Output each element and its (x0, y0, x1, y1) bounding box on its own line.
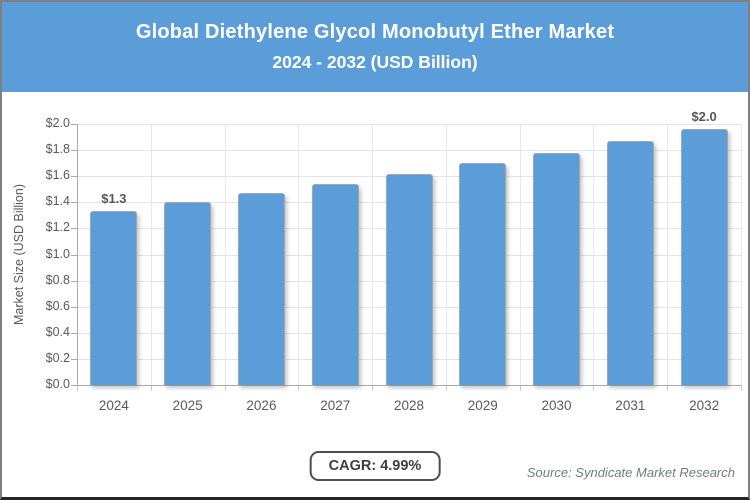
gridline-vertical (445, 124, 447, 385)
x-axis-tick (445, 385, 447, 391)
x-axis-tick (593, 385, 595, 391)
gridline-vertical (667, 124, 669, 385)
y-axis-tick-label: $0.2 (45, 350, 70, 365)
chart-title-line2: 2024 - 2032 (USD Billion) (272, 52, 478, 72)
bar-2028 (385, 173, 433, 385)
y-axis-tick (71, 306, 77, 308)
gridline-vertical (224, 124, 226, 385)
x-axis-label: 2026 (246, 398, 277, 413)
x-axis-label: 2032 (689, 398, 720, 413)
gridline-horizontal (77, 150, 741, 152)
y-axis-tick-label: $0.0 (45, 377, 70, 391)
bar-2027 (311, 184, 359, 385)
x-axis-tick (224, 385, 226, 391)
x-axis-label: 2025 (172, 398, 203, 413)
bar-2030 (533, 152, 581, 385)
y-axis-tick (71, 150, 77, 152)
gridline-vertical (593, 124, 595, 385)
gridline-vertical (519, 124, 521, 385)
x-axis-label: 2031 (615, 398, 646, 413)
y-axis-tick-label: $1.8 (45, 142, 70, 157)
y-axis-tick (71, 124, 77, 125)
gridline-horizontal (77, 124, 741, 125)
bar-value-label: $2.0 (691, 109, 717, 125)
y-axis-tick-label: $1.4 (45, 194, 70, 209)
y-axis-tick (71, 358, 77, 360)
y-axis-tick (71, 228, 77, 230)
bar-2024 (90, 211, 138, 385)
y-axis-tick (71, 385, 77, 386)
source-attribution: Source: Syndicate Market Research (526, 465, 735, 480)
gridline-vertical (741, 124, 742, 385)
y-axis-tick-label: $0.6 (45, 298, 70, 313)
y-axis-line (77, 124, 78, 385)
bar-value-label: $1.3 (101, 191, 127, 207)
x-axis-label: 2027 (320, 398, 351, 413)
y-axis-tick (71, 280, 77, 282)
x-axis-tick (519, 385, 521, 391)
x-axis-label: 2030 (541, 398, 572, 413)
gridline-vertical (372, 124, 374, 385)
x-axis-tick (298, 385, 300, 391)
chart-header: Global Diethylene Glycol Monobutyl Ether… (2, 2, 748, 92)
x-axis-tick (150, 385, 152, 391)
x-axis-label: 2028 (393, 398, 425, 413)
x-axis-tick (372, 385, 374, 391)
bar-2032 (680, 129, 728, 385)
bar-2025 (164, 202, 212, 385)
bar-2026 (237, 193, 285, 385)
y-axis-tick-label: $1.6 (45, 168, 70, 183)
plot-area: $1.3 $2.0 2024 2025 2026 2027 2028 2029 2030 2031… (71, 109, 742, 413)
x-axis-tick (77, 385, 78, 391)
bar-2031 (606, 140, 654, 385)
chart-title-line1: Global Diethylene Glycol Monobutyl Ether… (135, 21, 615, 43)
y-axis-tick-label: $1.0 (45, 246, 70, 261)
x-axis-tick (667, 385, 669, 391)
y-axis-tick (71, 176, 77, 178)
gridline-vertical (150, 124, 152, 385)
x-axis-label: 2024 (98, 398, 129, 413)
y-axis-tick (71, 254, 77, 256)
cagr-badge: CAGR: 4.99% (309, 451, 441, 481)
x-axis-line (77, 385, 741, 386)
x-axis-tick (741, 385, 742, 391)
y-axis-tick (71, 202, 77, 204)
gridline-vertical (298, 124, 300, 385)
y-axis-tick (71, 332, 77, 334)
bar-2029 (459, 163, 507, 385)
x-axis-label: 2029 (467, 398, 498, 413)
y-axis-tick-label: $1.2 (45, 220, 70, 235)
y-axis-tick-label: $0.8 (45, 272, 70, 287)
y-axis-tick-label: $0.4 (45, 324, 70, 339)
y-axis-tick-label: $2.0 (45, 116, 70, 130)
